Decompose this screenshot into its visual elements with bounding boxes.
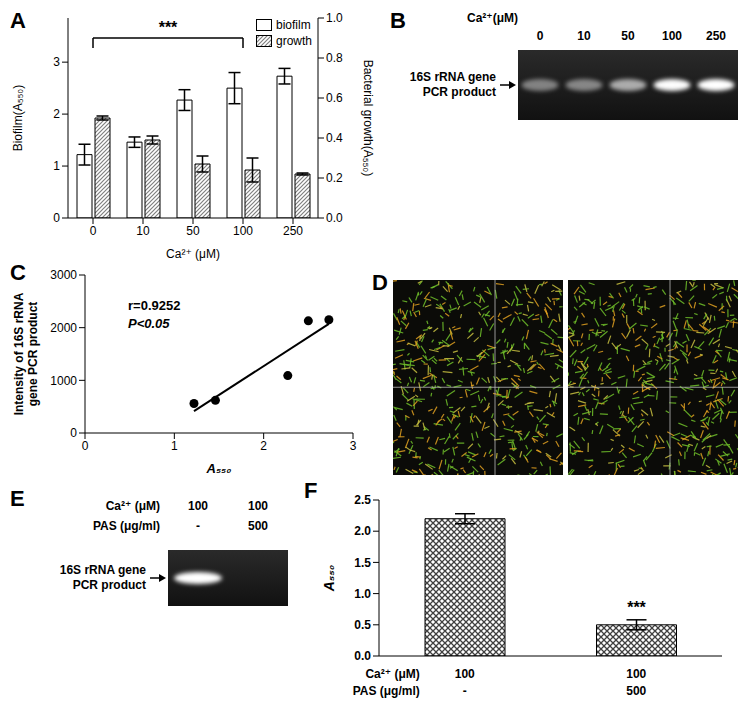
svg-text:100: 100 [626,667,646,681]
svg-text:0.4: 0.4 [326,131,343,145]
html-text:E: E [10,486,25,511]
svg-text:0: 0 [537,29,544,43]
svg-text:250: 250 [283,224,303,238]
svg-text:Ca²⁺ (μM): Ca²⁺ (μM) [166,247,220,261]
svg-text:2.5: 2.5 [354,493,371,507]
svg-text:A₅₅₀: A₅₅₀ [321,564,337,592]
svg-text:0.8: 0.8 [326,51,343,65]
svg-text:0: 0 [90,224,97,238]
svg-text:0: 0 [82,439,89,453]
svg-text:3000: 3000 [50,268,77,282]
svg-text:50: 50 [621,29,635,43]
svg-text:16S rRNA gene: 16S rRNA gene [410,70,497,84]
svg-text:2: 2 [260,439,267,453]
svg-text:100: 100 [188,499,208,513]
svg-text:0.6: 0.6 [326,91,343,105]
svg-text:16S rRNA gene: 16S rRNA gene [60,563,147,577]
svg-text:Ca²⁺ (μM): Ca²⁺ (μM) [106,499,160,513]
svg-text:-: - [196,519,200,533]
svg-text:0.0: 0.0 [326,211,343,225]
html-text:biofilm: biofilm [276,18,311,32]
svg-text:0.2: 0.2 [326,171,343,185]
svg-text:PCR product: PCR product [73,578,146,592]
html-text:growth: growth [276,34,312,48]
svg-text:50: 50 [186,224,200,238]
svg-text:Intensity of 16S rRNA: Intensity of 16S rRNA [12,292,26,415]
svg-text:-: - [463,684,467,698]
svg-text:Ca²⁺ (μM): Ca²⁺ (μM) [365,667,419,681]
svg-text:PCR product: PCR product [423,85,496,99]
svg-text:1.5: 1.5 [354,556,371,570]
svg-text:2.0: 2.0 [354,524,371,538]
html-text:F: F [304,478,318,503]
svg-text:100: 100 [455,667,475,681]
svg-text:PAS (μg/ml): PAS (μg/ml) [93,519,160,533]
svg-text:0.5: 0.5 [354,618,371,632]
svg-text:Bacterial growth(A₅₅₀): Bacterial growth(A₅₅₀) [361,60,375,177]
svg-text:***: *** [627,599,646,616]
svg-text:PAS (μg/ml): PAS (μg/ml) [353,684,420,698]
html-text:D: D [372,270,388,295]
svg-text:1000: 1000 [50,374,77,388]
svg-text:A₅₅₀: A₅₅₀ [206,461,232,476]
svg-text:100: 100 [662,29,682,43]
svg-text:0: 0 [53,211,60,225]
svg-text:1: 1 [53,159,60,173]
svg-text:500: 500 [626,684,646,698]
svg-text:***: *** [159,19,178,36]
svg-text:100: 100 [233,224,253,238]
svg-text:2: 2 [53,107,60,121]
svg-text:1: 1 [171,439,178,453]
svg-text:1.0: 1.0 [326,11,343,25]
svg-text:500: 500 [248,519,268,533]
svg-text:0: 0 [70,426,77,440]
svg-text:250: 250 [706,29,726,43]
svg-text:3: 3 [350,439,357,453]
svg-text:2000: 2000 [50,321,77,335]
svg-text:0.0: 0.0 [354,649,371,663]
svg-text:3: 3 [53,55,60,69]
svg-text:gene PCR product: gene PCR product [26,302,40,407]
svg-text:10: 10 [577,29,591,43]
svg-text:Ca²⁺(μM): Ca²⁺(μM) [467,11,518,25]
html-text:P<0.05: P<0.05 [128,316,170,331]
html-text:A: A [10,8,26,33]
svg-text:100: 100 [248,499,268,513]
svg-text:Biofilm(A₅₅₀): Biofilm(A₅₅₀) [11,85,25,152]
html-text:r=0.9252: r=0.9252 [128,298,181,313]
svg-text:1.0: 1.0 [354,587,371,601]
svg-text:10: 10 [136,224,150,238]
html-text:B: B [390,8,406,33]
html-text:C: C [10,260,26,285]
